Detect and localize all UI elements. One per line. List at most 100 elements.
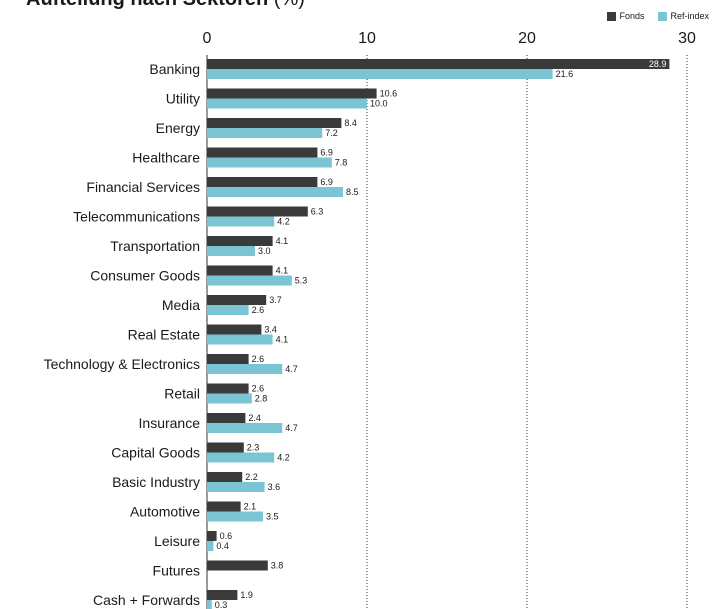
bar-ref-index — [207, 541, 214, 551]
data-label-fonds: 3.4 — [264, 325, 277, 335]
bar-fonds — [207, 560, 268, 571]
data-label-ref-index: 10.0 — [370, 99, 388, 109]
data-label-ref-index: 7.8 — [335, 158, 348, 168]
data-label-ref-index: 8.5 — [346, 187, 359, 197]
legend-item-ref-index: Ref-index — [658, 11, 709, 21]
data-label-ref-index: 3.0 — [258, 246, 271, 256]
data-label-fonds: 6.9 — [320, 148, 333, 158]
bar-ref-index — [207, 246, 255, 256]
data-label-ref-index: 2.8 — [255, 394, 268, 404]
chart-title-text: Aufteilung nach Sektoren — [26, 0, 268, 10]
data-label-fonds: 3.8 — [271, 561, 284, 571]
data-label-fonds: 8.4 — [344, 118, 357, 128]
category-label: Financial Services — [86, 179, 200, 195]
bar-ref-index — [207, 334, 273, 345]
data-label-fonds: 2.6 — [252, 384, 265, 394]
bar-fonds — [207, 324, 262, 335]
bar-fonds — [207, 472, 243, 482]
legend-label-fonds: Fonds — [619, 11, 645, 21]
data-label-ref-index: 4.2 — [277, 453, 290, 463]
bar-ref-index — [207, 305, 249, 315]
x-tick-label: 20 — [518, 30, 536, 47]
legend: Fonds Ref-index — [607, 11, 709, 21]
bar-fonds — [207, 590, 238, 600]
x-tick-label: 10 — [358, 30, 376, 47]
bar-fonds — [207, 118, 342, 128]
data-label-ref-index: 4.7 — [285, 423, 298, 433]
category-label: Real Estate — [128, 327, 201, 343]
legend-swatch-ref-index — [658, 11, 668, 21]
bar-fonds — [207, 206, 308, 217]
data-label-ref-index: 21.6 — [556, 69, 574, 79]
category-label: Healthcare — [132, 150, 200, 166]
data-label-fonds: 2.3 — [247, 443, 260, 453]
x-tick-label: 30 — [678, 30, 696, 47]
chart-title: Aufteilung nach Sektoren (%) — [26, 0, 305, 11]
category-label: Futures — [153, 563, 200, 579]
data-label-ref-index: 4.1 — [276, 335, 289, 345]
category-label: Basic Industry — [112, 474, 200, 490]
data-label-fonds: 4.1 — [276, 236, 289, 246]
category-label: Retail — [164, 386, 200, 402]
bar-ref-index — [207, 157, 332, 168]
data-label-fonds: 4.1 — [276, 266, 289, 276]
bar-fonds — [207, 88, 377, 99]
bar-ref-index — [207, 423, 283, 433]
category-label: Automotive — [130, 504, 200, 520]
bar-ref-index — [207, 393, 252, 404]
data-label-fonds: 6.3 — [311, 207, 324, 217]
category-label: Capital Goods — [111, 445, 200, 461]
category-label: Transportation — [110, 238, 200, 254]
bar-fonds — [207, 236, 273, 246]
data-label-ref-index: 3.6 — [268, 482, 281, 492]
legend-swatch-fonds — [607, 11, 617, 21]
bar-ref-index — [207, 187, 343, 197]
data-label-fonds: 10.6 — [380, 89, 398, 99]
data-label-fonds: 1.9 — [240, 590, 253, 600]
bar-fonds — [207, 442, 244, 453]
data-label-fonds: 28.9 — [649, 59, 667, 69]
data-label-ref-index: 3.5 — [266, 512, 279, 522]
category-label: Technology & Electronics — [44, 356, 200, 372]
bar-ref-index — [207, 482, 265, 492]
chart-title-unit: (%) — [268, 0, 305, 10]
bar-ref-index — [207, 275, 292, 286]
data-label-ref-index: 5.3 — [295, 276, 308, 286]
bar-ref-index — [207, 511, 263, 522]
bar-ref-index — [207, 452, 275, 463]
bar-fonds — [207, 383, 249, 394]
category-label: Consumer Goods — [90, 268, 200, 284]
legend-label-ref-index: Ref-index — [670, 11, 709, 21]
category-label: Utility — [166, 91, 200, 107]
category-label: Energy — [156, 120, 200, 136]
category-label: Leisure — [154, 533, 200, 549]
bar-ref-index — [207, 128, 323, 138]
category-label: Insurance — [139, 415, 201, 431]
data-label-ref-index: 0.4 — [216, 541, 229, 551]
category-label: Telecommunications — [73, 209, 200, 225]
bar-fonds — [207, 354, 249, 364]
bar-ref-index — [207, 216, 275, 227]
data-label-ref-index: 4.2 — [277, 217, 290, 227]
data-label-ref-index: 2.6 — [252, 305, 265, 315]
bar-fonds — [207, 413, 246, 423]
data-label-fonds: 6.9 — [320, 177, 333, 187]
bar-fonds — [207, 265, 273, 276]
data-label-ref-index: 4.7 — [285, 364, 298, 374]
data-label-fonds: 2.6 — [252, 354, 265, 364]
bar-fonds — [207, 59, 670, 69]
bar-fonds — [207, 147, 318, 158]
category-label: Media — [162, 297, 200, 313]
bar-fonds — [207, 295, 267, 305]
bar-ref-index — [207, 364, 283, 374]
data-label-fonds: 2.1 — [244, 502, 257, 512]
data-label-fonds: 3.7 — [269, 295, 282, 305]
data-label-fonds: 2.2 — [245, 472, 258, 482]
bar-ref-index — [207, 69, 553, 79]
bar-fonds — [207, 177, 318, 187]
category-label: Banking — [149, 61, 200, 77]
category-label: Cash + Forwards — [93, 592, 200, 608]
x-tick-label: 0 — [203, 30, 212, 47]
bar-ref-index — [207, 600, 212, 609]
